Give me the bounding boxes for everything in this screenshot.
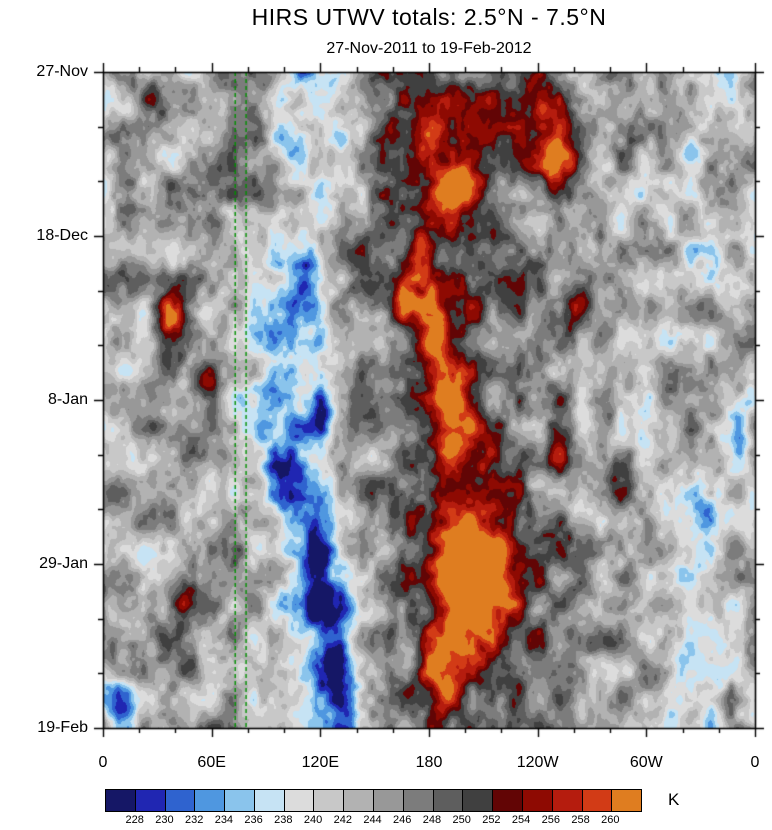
colorbar-tick-label: 236 — [244, 814, 263, 826]
colorbar-segment — [582, 790, 613, 811]
x-tick-label: 60E — [197, 754, 226, 771]
colorbar-tick-label: 230 — [155, 814, 174, 826]
colorbar-tick-label: 238 — [274, 814, 293, 826]
colorbar-tick-label: 254 — [511, 814, 531, 826]
colorbar-segment — [135, 790, 166, 811]
colorbar-segment — [225, 790, 255, 811]
colorbar-segment — [522, 790, 553, 811]
colorbar-tick-label: 256 — [541, 814, 561, 826]
colorbar-tick-label: 242 — [333, 814, 352, 826]
colorbar-tick-label: 250 — [452, 814, 471, 826]
colorbar-segment — [612, 790, 642, 811]
colorbar-segment — [433, 790, 464, 811]
colorbar-segment — [344, 790, 375, 811]
chart-title: HIRS UTWV totals: 2.5°N - 7.5°N — [251, 4, 607, 30]
chart-subtitle: 27-Nov-2011 to 19-Feb-2012 — [326, 40, 532, 57]
colorbar-tick-label: 234 — [214, 814, 234, 826]
colorbar-tick-label: 246 — [393, 814, 412, 826]
x-tick-label: 120E — [301, 754, 340, 771]
x-tick-label: 0 — [98, 754, 108, 771]
colorbar-tick-label: 248 — [422, 814, 442, 826]
colorbar-segment — [254, 790, 285, 811]
y-tick-label: 29-Jan — [39, 555, 88, 572]
colorbar-segment — [195, 790, 226, 811]
colorbar-segment — [552, 790, 583, 811]
colorbar-tick-label: 228 — [125, 814, 144, 826]
colorbar-tick-label: 244 — [363, 814, 382, 826]
x-tick-label: 0 — [750, 754, 760, 771]
colorbar-segment — [374, 790, 404, 811]
colorbar-tick-label: 252 — [482, 814, 501, 826]
colorbar-segment — [403, 790, 434, 811]
colorbar-tick-label: 260 — [601, 814, 620, 826]
colorbar-segment — [463, 790, 494, 811]
y-tick-label: 18-Dec — [36, 227, 88, 244]
colorbar-tick-label: 240 — [303, 814, 323, 826]
colorbar-tick-label: 232 — [184, 814, 204, 826]
colorbar-segment — [165, 790, 196, 811]
y-tick-label: 19-Feb — [37, 719, 88, 736]
y-tick-label: 27-Nov — [36, 63, 88, 80]
colorbar-segment — [284, 790, 315, 811]
colorbar-tick-label: 258 — [571, 814, 590, 826]
x-tick-label: 180 — [415, 754, 443, 771]
contour-plot-canvas — [0, 0, 772, 745]
colorbar-segment — [314, 790, 345, 811]
colorbar-segment — [493, 790, 523, 811]
colorbar — [105, 789, 642, 812]
y-tick-label: 8-Jan — [47, 391, 88, 408]
colorbar-segment — [106, 790, 136, 811]
x-tick-label: 60W — [629, 754, 663, 771]
colorbar-units-label: K — [668, 790, 680, 809]
x-tick-label: 120W — [516, 754, 559, 771]
